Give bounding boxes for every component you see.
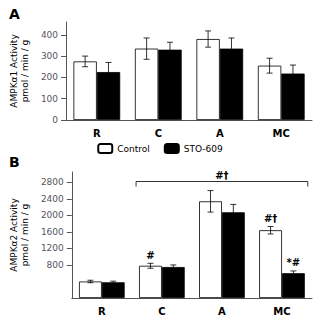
svg-text:AMPKα1 Activity: AMPKα1 Activity (9, 34, 19, 108)
svg-text:pmol / min / g: pmol / min / g (20, 40, 30, 103)
svg-text:1600: 1600 (41, 227, 64, 237)
svg-text:MC: MC (273, 128, 290, 139)
svg-text:0: 0 (52, 115, 58, 125)
svg-text:200: 200 (41, 72, 58, 82)
svg-text:100: 100 (41, 94, 58, 104)
svg-text:1200: 1200 (41, 243, 64, 253)
svg-text:A: A (216, 128, 224, 139)
svg-text:#†: #† (264, 213, 277, 224)
svg-text:2800: 2800 (41, 177, 64, 187)
svg-text:2400: 2400 (41, 194, 64, 204)
svg-text:Control: Control (117, 144, 150, 154)
svg-text:#: # (146, 250, 154, 261)
svg-text:AMPKα2 Activity: AMPKα2 Activity (9, 198, 19, 272)
svg-text:#†: #† (215, 170, 228, 181)
svg-text:800: 800 (47, 260, 64, 270)
svg-text:2000: 2000 (41, 210, 64, 220)
svg-text:R: R (98, 306, 106, 317)
svg-text:STO-609: STO-609 (184, 144, 223, 154)
svg-text:C: C (158, 306, 165, 317)
svg-text:C: C (155, 128, 162, 139)
svg-text:MC: MC (273, 306, 290, 317)
svg-text:B: B (9, 154, 20, 170)
svg-text:300: 300 (41, 51, 58, 61)
svg-text:*#: *# (287, 257, 301, 268)
svg-text:A: A (218, 306, 226, 317)
svg-text:pmol / min / g: pmol / min / g (20, 204, 30, 267)
svg-text:R: R (93, 128, 101, 139)
svg-text:A: A (9, 6, 20, 22)
svg-text:400: 400 (41, 30, 58, 40)
